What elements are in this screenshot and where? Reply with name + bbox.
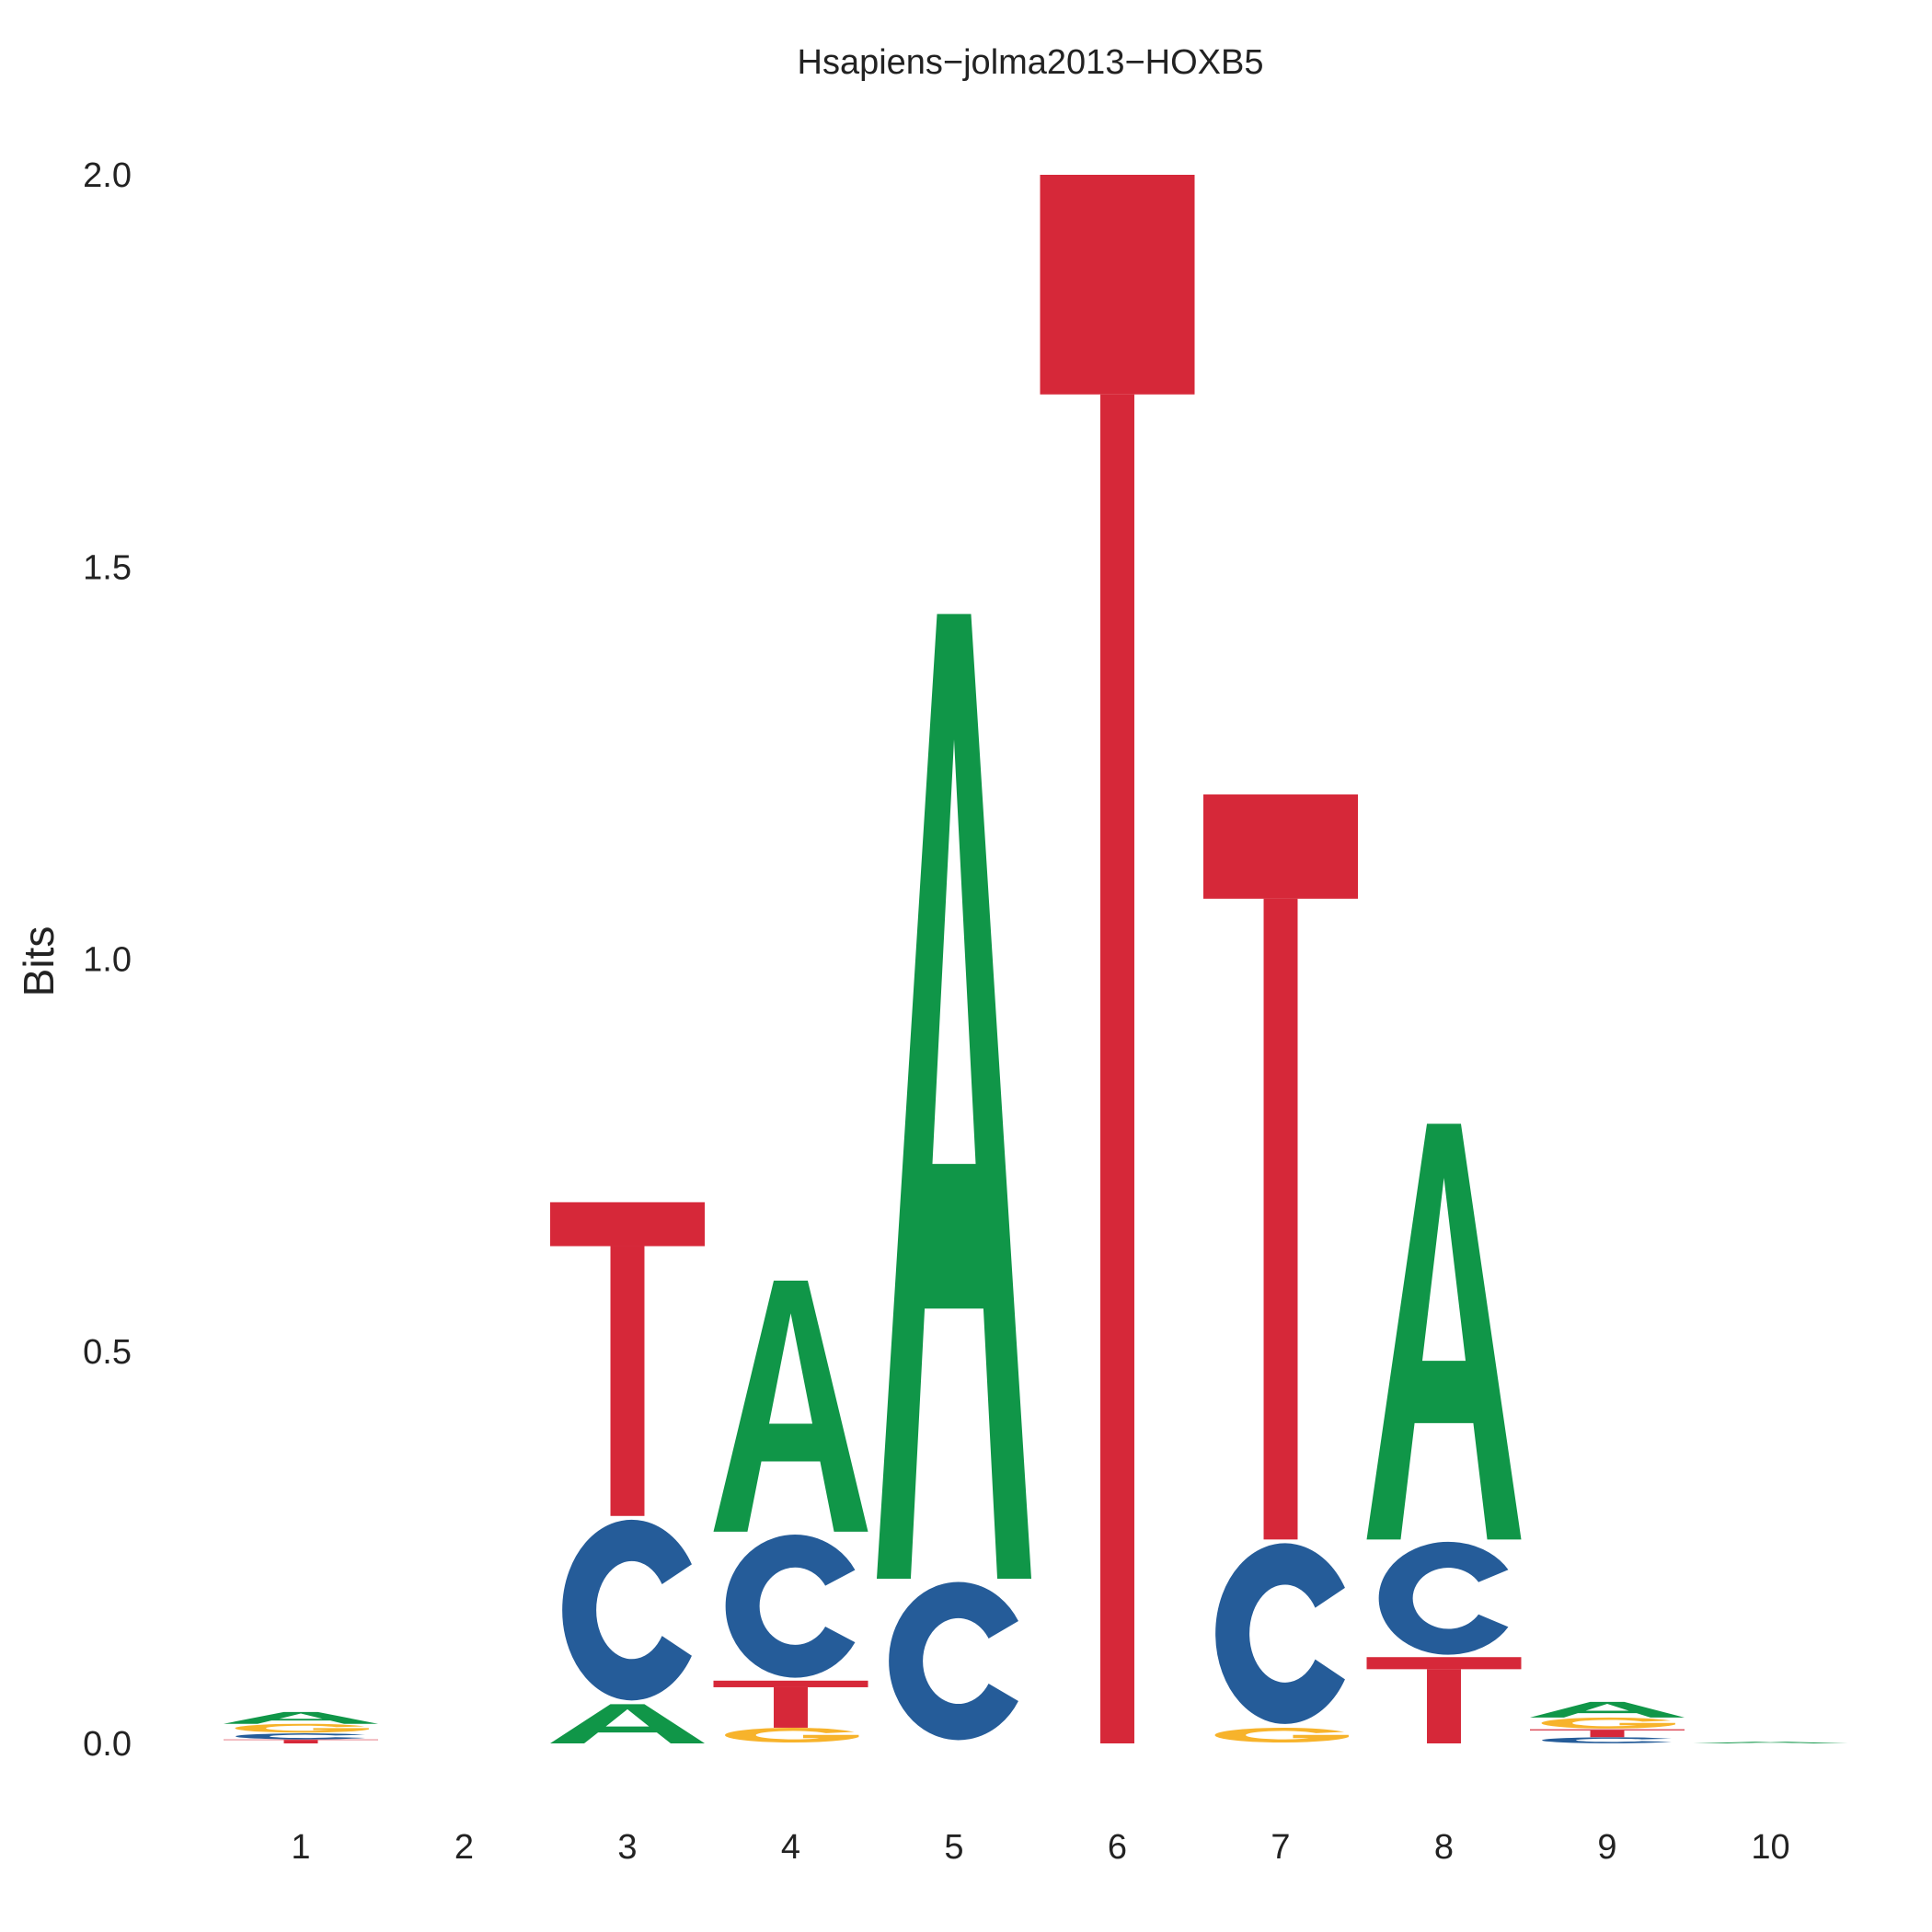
letter-g	[1214, 1728, 1349, 1743]
x-tick-label: 6	[1108, 1828, 1127, 1867]
letter-t	[1040, 175, 1195, 1743]
y-tick-label: 1.0	[83, 941, 132, 980]
letter-a	[1366, 1123, 1522, 1540]
letter-c	[1542, 1737, 1672, 1743]
x-tick-label: 10	[1751, 1828, 1789, 1867]
x-tick-label: 9	[1597, 1828, 1616, 1867]
x-tick-label: 1	[291, 1828, 310, 1867]
letter-t	[713, 1680, 868, 1728]
x-tick-label: 2	[454, 1828, 474, 1867]
y-tick-label: 0.5	[83, 1333, 132, 1372]
letter-a	[713, 1281, 868, 1532]
y-tick-label: 1.5	[83, 548, 132, 587]
letter-t	[550, 1202, 705, 1516]
letter-c	[562, 1519, 692, 1701]
y-tick-label: 0.0	[83, 1725, 132, 1764]
letter-t	[1530, 1729, 1685, 1738]
letter-c	[725, 1535, 856, 1678]
letter-c	[889, 1581, 1018, 1741]
letter-a	[1693, 1742, 1848, 1743]
letter-a	[877, 614, 1031, 1579]
letter-a	[224, 1711, 378, 1724]
letter-c	[1215, 1543, 1345, 1724]
letter-a	[550, 1704, 705, 1743]
y-tick-label: 2.0	[83, 156, 132, 195]
x-tick-label: 7	[1271, 1828, 1290, 1867]
letter-c	[236, 1733, 365, 1740]
logo-letters	[224, 175, 1848, 1743]
letter-g	[1541, 1717, 1675, 1729]
letter-t	[1366, 1657, 1522, 1743]
x-tick-label: 5	[944, 1828, 963, 1867]
x-tick-label: 8	[1434, 1828, 1454, 1867]
x-axis-ticks: 1 2 3 4 5 6 7 8 9 10	[291, 1828, 1789, 1867]
letter-t	[224, 1739, 378, 1743]
y-axis-ticks: 0.0 0.5 1.0 1.5 2.0	[83, 156, 132, 1764]
letter-a	[1530, 1701, 1685, 1718]
x-tick-label: 3	[617, 1828, 637, 1867]
y-axis-label: Bits	[15, 926, 63, 997]
letter-c	[1378, 1541, 1509, 1655]
chart-title: Hsapiens−jolma2013−HOXB5	[798, 43, 1264, 82]
letter-g	[725, 1728, 859, 1743]
letter-t	[1203, 794, 1358, 1540]
letter-g	[235, 1723, 369, 1733]
x-tick-label: 4	[781, 1828, 800, 1867]
